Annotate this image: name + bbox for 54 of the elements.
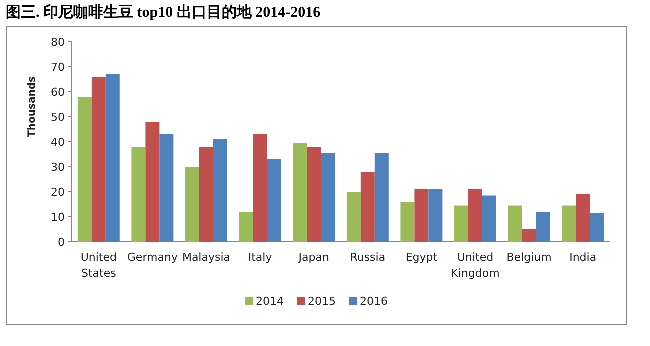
bar bbox=[414, 190, 429, 242]
bar bbox=[160, 134, 174, 242]
x-tick-label: Italy bbox=[248, 251, 273, 264]
bar bbox=[267, 160, 282, 242]
x-tick-label: United States bbox=[80, 251, 117, 280]
y-tick-label: 0 bbox=[58, 236, 65, 249]
bar bbox=[92, 77, 106, 242]
y-tick-label: 60 bbox=[51, 86, 65, 99]
bar bbox=[346, 192, 361, 242]
bar bbox=[78, 97, 92, 242]
y-tick-label: 50 bbox=[51, 111, 65, 124]
y-axis-title: Thousands bbox=[27, 76, 38, 138]
x-tick-label: Germany bbox=[127, 251, 178, 264]
bar bbox=[482, 196, 496, 242]
legend-label: 2014 bbox=[256, 295, 284, 308]
bar bbox=[508, 206, 522, 242]
x-tick-label: India bbox=[570, 251, 597, 264]
x-tick-label: Japan bbox=[298, 251, 330, 264]
bar bbox=[132, 147, 146, 242]
y-tick-label: 10 bbox=[51, 211, 65, 224]
bar bbox=[186, 167, 200, 242]
bar bbox=[400, 202, 415, 242]
bar bbox=[239, 212, 254, 242]
bar bbox=[360, 172, 375, 242]
bar bbox=[307, 147, 322, 242]
bar bbox=[468, 190, 482, 242]
bar bbox=[536, 212, 550, 242]
legend-label: 2015 bbox=[308, 295, 336, 308]
bar bbox=[146, 122, 160, 242]
bar bbox=[522, 230, 536, 242]
x-tick-label: Malaysia bbox=[182, 251, 231, 264]
bar bbox=[106, 74, 120, 242]
y-tick-label: 80 bbox=[51, 36, 65, 49]
bar bbox=[576, 194, 590, 242]
bar bbox=[200, 147, 214, 242]
x-tick-label: United Kingdom bbox=[451, 251, 500, 280]
bar bbox=[374, 153, 389, 242]
x-tick-label: Egypt bbox=[406, 251, 438, 264]
bar bbox=[428, 190, 443, 242]
bar bbox=[293, 143, 308, 242]
bar bbox=[454, 206, 469, 242]
bar bbox=[590, 213, 604, 242]
y-tick-label: 70 bbox=[51, 61, 65, 74]
bar bbox=[213, 140, 228, 242]
y-tick-label: 20 bbox=[51, 186, 65, 199]
bar bbox=[253, 134, 268, 242]
x-tick-label: Russia bbox=[350, 251, 386, 264]
x-tick-label: Belgium bbox=[506, 251, 552, 264]
chart-title: 图三. 印尼咖啡生豆 top10 出口目的地 2014-2016 bbox=[6, 4, 322, 21]
y-tick-label: 40 bbox=[51, 136, 65, 149]
bar bbox=[321, 153, 336, 242]
bar bbox=[562, 206, 576, 242]
y-tick-label: 30 bbox=[51, 161, 65, 174]
legend-label: 2016 bbox=[360, 295, 388, 308]
